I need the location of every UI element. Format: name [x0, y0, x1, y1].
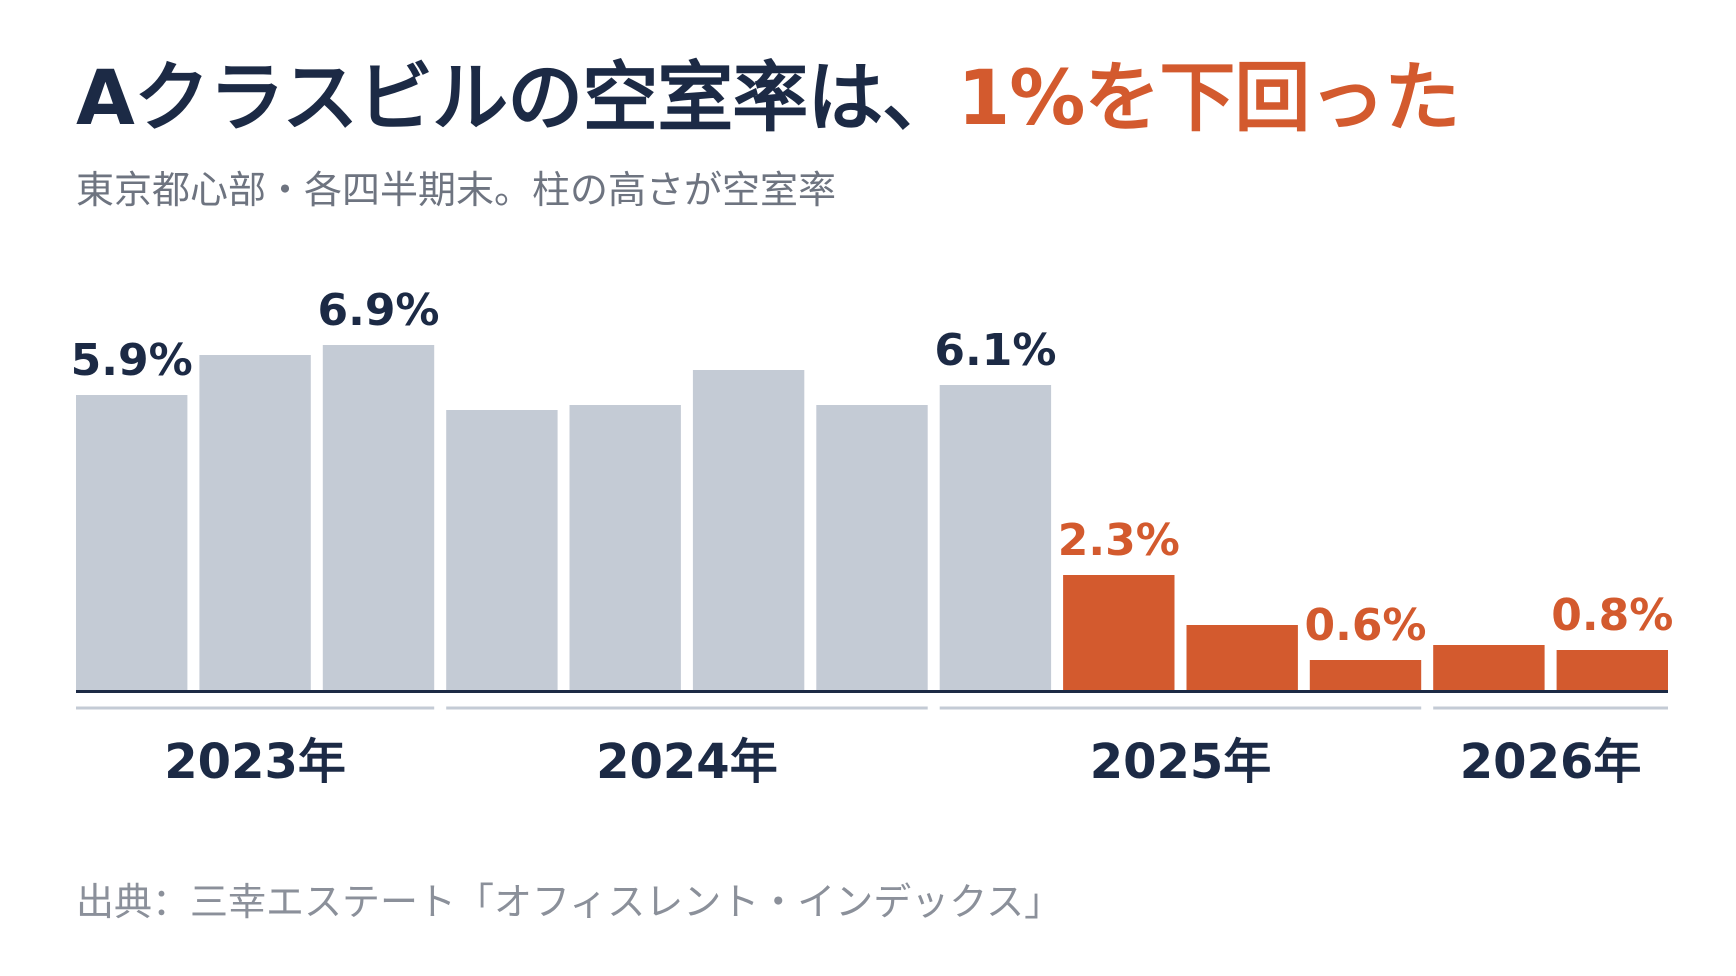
year-label-1: 2023年 [164, 734, 346, 790]
bar-value-label-11: 0.6% [1304, 600, 1426, 651]
bar-3 [322, 345, 435, 690]
bar-7 [816, 405, 928, 690]
bar-12 [1433, 645, 1545, 690]
vacancy-bar-chart: 5.9% 6.9% 6.1% 2.3% 0.6% 0.8% 2023年 2024年 2025年 2… [71, 285, 1674, 790]
bar-value-label-13: 0.8% [1551, 590, 1673, 641]
bar-6 [692, 370, 805, 690]
bar-13 [1556, 650, 1668, 690]
bar-2 [199, 355, 311, 690]
bar-9 [1063, 575, 1175, 690]
bar-4 [446, 410, 558, 690]
title-accent: 1%を下回った [957, 53, 1460, 142]
year-label-3: 2025年 [1090, 734, 1272, 790]
bar-11 [1309, 660, 1422, 690]
title-lead: Aクラスビルの空室率は、 [76, 53, 958, 142]
chart-source: 出典：三幸エステート「オフィスレント・インデックス」 [76, 880, 1063, 924]
bar-value-label-9: 2.3% [1058, 515, 1180, 566]
bar-5 [569, 405, 681, 690]
year-label-2: 2024年 [596, 734, 778, 790]
bar-value-label-8: 6.1% [934, 325, 1056, 376]
bar-1 [76, 395, 188, 690]
bar-value-label-1: 5.9% [71, 335, 193, 386]
bar-10 [1186, 625, 1298, 690]
year-label-4: 2026年 [1460, 734, 1642, 790]
chart-title: Aクラスビルの空室率は、1%を下回った [76, 52, 1460, 143]
bar-8 [939, 385, 1052, 690]
chart-subtitle: 東京都心部・各四半期末。柱の高さが空室率 [76, 168, 837, 212]
bar-value-label-3: 6.9% [317, 285, 439, 336]
